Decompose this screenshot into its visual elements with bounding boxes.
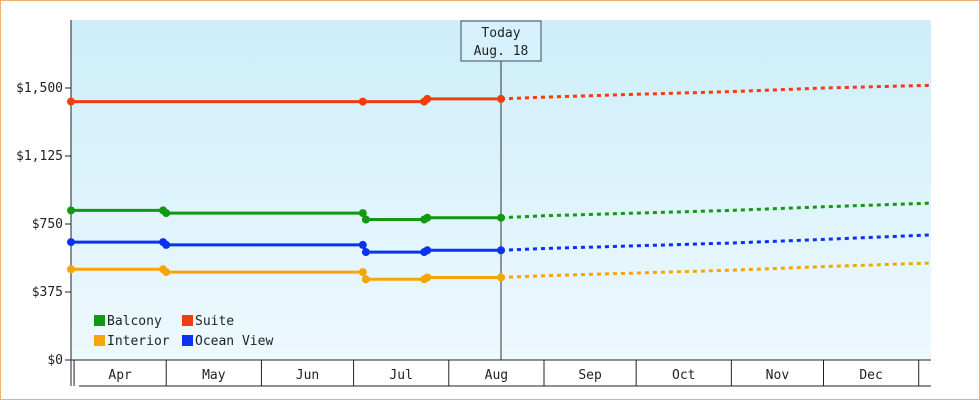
series-forecast-suite <box>500 83 932 101</box>
data-point <box>67 206 75 215</box>
legend-label: Suite <box>195 314 234 329</box>
data-point <box>423 273 432 282</box>
y-tick-label: $750 <box>32 217 63 232</box>
data-point <box>162 209 171 218</box>
data-point <box>162 268 171 277</box>
y-tick-label: $375 <box>32 285 63 300</box>
series-forecast-ocean-view <box>500 233 932 252</box>
legend-swatch <box>94 335 105 346</box>
y-tick-label: $1,500 <box>16 81 63 96</box>
x-tick-label: Dec <box>859 368 882 383</box>
x-tick-label: Oct <box>672 368 695 383</box>
legend-label: Ocean View <box>195 334 273 349</box>
today-callout <box>460 20 542 62</box>
data-point <box>358 97 367 106</box>
y-axis: $0 $375 $750 $1,125 $1,500 <box>16 20 72 386</box>
series-ocean-view <box>67 233 932 257</box>
data-point <box>423 213 432 222</box>
legend-swatch <box>94 315 105 326</box>
data-point <box>497 246 505 255</box>
data-point <box>497 213 505 222</box>
series-lines <box>67 83 932 284</box>
x-tick-label: Jul <box>389 368 412 383</box>
legend-label: Balcony <box>107 314 162 329</box>
data-point <box>162 240 171 249</box>
x-tick-label: Sep <box>578 368 602 383</box>
legend-label: Interior <box>107 334 170 349</box>
data-point <box>358 209 367 218</box>
legend: Balcony Suite Interior Ocean View <box>94 314 273 349</box>
x-tick-label: Aug <box>485 368 508 383</box>
data-point <box>358 240 367 249</box>
x-tick-label: Apr <box>108 368 132 383</box>
data-point <box>423 94 432 103</box>
data-point <box>361 275 370 284</box>
data-point <box>358 268 367 277</box>
legend-swatch <box>182 315 193 326</box>
data-point <box>361 215 370 224</box>
x-axis: Apr May Jun Jul Aug Sep Oct Nov Dec <box>71 359 931 387</box>
series-forecast-balcony <box>500 201 932 220</box>
data-point <box>361 248 370 257</box>
today-date: Aug. 18 <box>474 44 529 59</box>
x-tick-label: Nov <box>766 368 790 383</box>
data-point <box>67 265 75 274</box>
today-label: Today <box>481 26 520 41</box>
y-tick-label: $1,125 <box>16 149 63 164</box>
data-point <box>497 273 505 282</box>
today-marker: Today Aug. 18 <box>460 20 542 360</box>
series-forecast-interior <box>500 261 932 279</box>
legend-swatch <box>182 335 193 346</box>
data-point <box>67 238 75 247</box>
data-point <box>497 94 505 103</box>
x-tick-label: May <box>202 368 226 383</box>
x-tick-label: Jun <box>296 368 319 383</box>
data-point <box>67 97 75 106</box>
series-balcony <box>67 201 932 224</box>
data-point <box>423 246 432 255</box>
series-suite <box>67 83 932 106</box>
series-interior <box>67 261 932 284</box>
y-tick-label: $0 <box>47 353 63 368</box>
